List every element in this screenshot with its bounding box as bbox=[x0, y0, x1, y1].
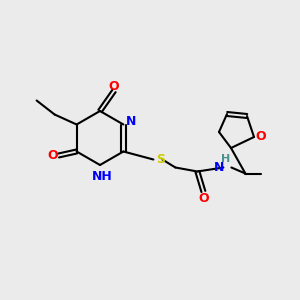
Text: O: O bbox=[47, 149, 58, 162]
Text: O: O bbox=[198, 192, 209, 205]
Text: O: O bbox=[109, 80, 119, 92]
Text: S: S bbox=[156, 153, 165, 166]
Text: O: O bbox=[256, 130, 266, 143]
Text: N: N bbox=[214, 161, 225, 174]
Text: H: H bbox=[221, 154, 230, 164]
Text: N: N bbox=[126, 115, 136, 128]
Text: NH: NH bbox=[92, 170, 112, 184]
